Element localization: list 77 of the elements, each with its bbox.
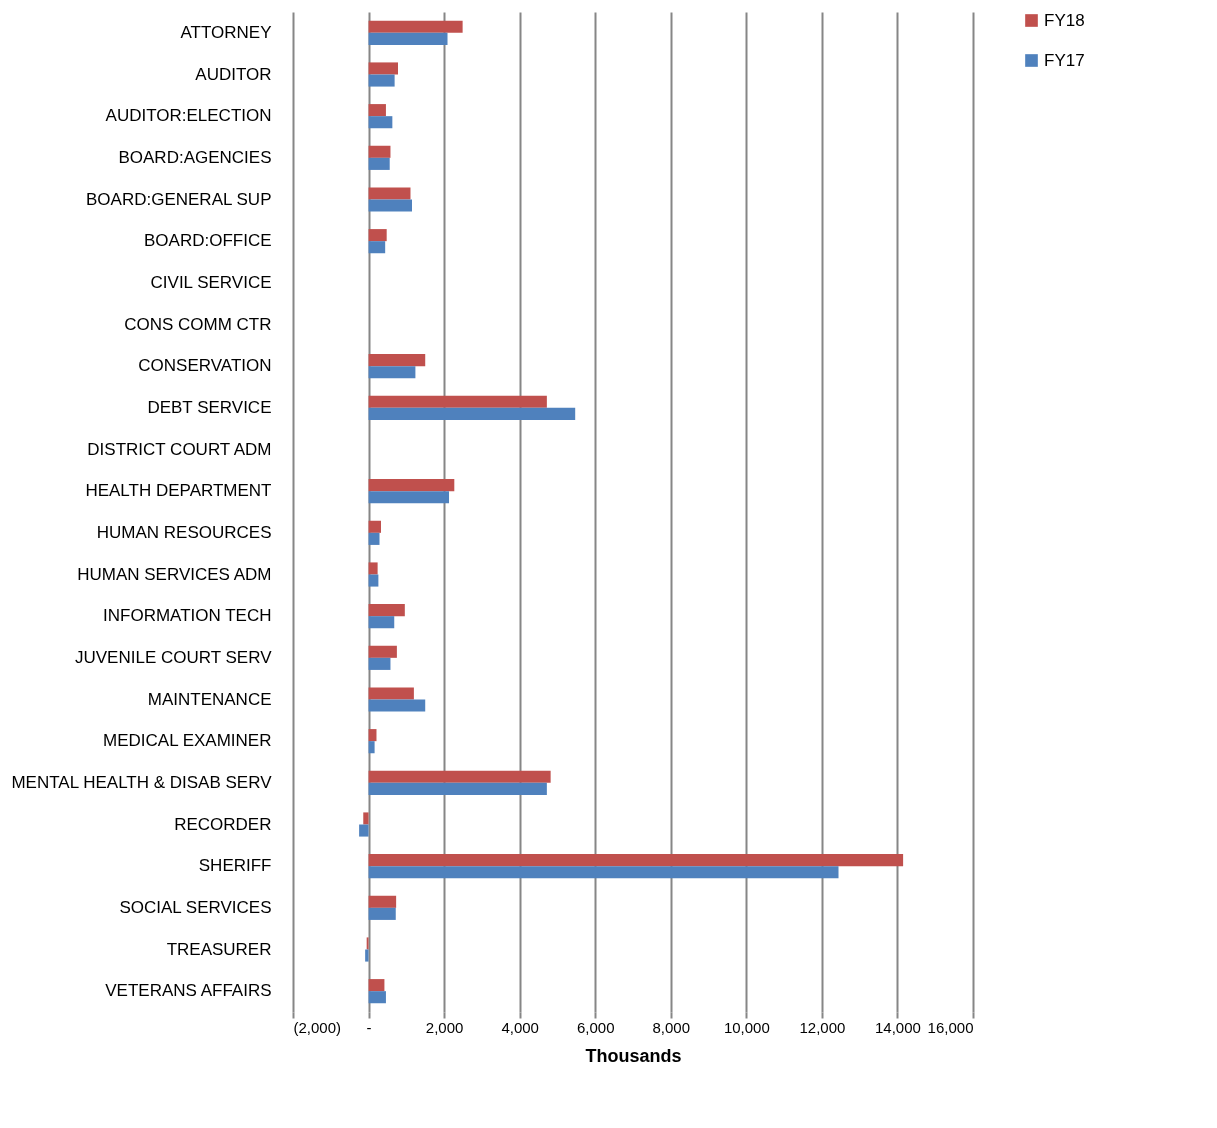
bar bbox=[368, 687, 414, 700]
bar bbox=[359, 824, 369, 837]
y-tick-label: DEBT SERVICE bbox=[147, 397, 272, 417]
bar bbox=[368, 199, 412, 212]
bar bbox=[368, 20, 463, 33]
x-tick-label: 2,000 bbox=[425, 1018, 464, 1036]
y-tick-label: MENTAL HEALTH & DISAB SERV bbox=[11, 772, 273, 792]
bar bbox=[368, 479, 455, 492]
bar bbox=[368, 116, 393, 129]
y-tick-label: MEDICAL EXAMINER bbox=[103, 731, 272, 751]
bar bbox=[368, 866, 839, 879]
bar bbox=[368, 741, 375, 754]
x-tick-label: (2,000) bbox=[293, 1018, 342, 1036]
y-tick-label: CONSERVATION bbox=[138, 356, 272, 376]
x-tick-label: 14,000 bbox=[875, 1018, 921, 1036]
x-tick-label: 8,000 bbox=[652, 1018, 691, 1036]
bar bbox=[365, 949, 369, 962]
x-tick-label: 12,000 bbox=[799, 1018, 846, 1036]
y-tick-label: SOCIAL SERVICES bbox=[119, 897, 272, 917]
y-tick-label: BOARD:AGENCIES bbox=[118, 147, 272, 167]
bar bbox=[368, 104, 386, 117]
bar bbox=[368, 574, 379, 587]
y-tick-label: AUDITOR:ELECTION bbox=[105, 106, 272, 126]
bar bbox=[368, 157, 390, 170]
legend-label: FY17 bbox=[1044, 50, 1085, 70]
x-tick-label: 4,000 bbox=[501, 1018, 539, 1036]
bar bbox=[368, 407, 576, 420]
bar bbox=[368, 699, 426, 712]
bar bbox=[368, 241, 386, 254]
bar bbox=[368, 616, 395, 629]
y-tick-label: HUMAN SERVICES ADM bbox=[77, 564, 272, 584]
y-tick-label: BOARD:OFFICE bbox=[143, 231, 272, 251]
bar bbox=[368, 532, 380, 545]
y-tick-label: DISTRICT COURT ADM bbox=[87, 439, 272, 459]
y-tick-label: ATTORNEY bbox=[180, 22, 272, 42]
bar bbox=[368, 62, 399, 75]
y-tick-label: CONS COMM CTR bbox=[124, 314, 272, 334]
bar bbox=[368, 562, 378, 575]
bar bbox=[368, 32, 448, 45]
bar bbox=[368, 145, 391, 158]
y-tick-label: JUVENILE COURT SERV bbox=[74, 647, 273, 667]
x-tick-label: 10,000 bbox=[723, 1018, 770, 1036]
y-tick-label: HUMAN RESOURCES bbox=[96, 522, 272, 542]
bar bbox=[368, 854, 904, 867]
bar bbox=[368, 229, 387, 242]
bar bbox=[368, 782, 547, 795]
y-tick-label: VETERANS AFFAIRS bbox=[105, 981, 272, 1001]
bar bbox=[368, 895, 397, 908]
x-tick-label: 6,000 bbox=[576, 1018, 615, 1036]
bar bbox=[368, 991, 386, 1004]
bar bbox=[368, 354, 426, 367]
x-tick-label: - bbox=[366, 1018, 372, 1036]
bar bbox=[363, 812, 369, 825]
bar bbox=[368, 907, 396, 920]
bar bbox=[368, 187, 411, 200]
bar bbox=[368, 657, 391, 670]
bar bbox=[368, 520, 382, 533]
y-tick-label: TREASURER bbox=[166, 939, 272, 959]
y-tick-label: CIVIL SERVICE bbox=[150, 272, 272, 292]
bar bbox=[368, 366, 416, 379]
bar bbox=[368, 770, 551, 783]
bar bbox=[368, 491, 450, 504]
y-tick-label: INFORMATION TECH bbox=[103, 606, 272, 626]
x-axis-title: Thousands bbox=[585, 1045, 682, 1066]
y-tick-label: MAINTENANCE bbox=[147, 689, 272, 709]
legend-label: FY18 bbox=[1044, 10, 1085, 30]
y-tick-label: HEALTH DEPARTMENT bbox=[85, 481, 272, 501]
y-tick-label: SHERIFF bbox=[198, 856, 272, 876]
bar bbox=[368, 645, 397, 658]
y-tick-label: RECORDER bbox=[174, 814, 272, 834]
y-tick-label: BOARD:GENERAL SUP bbox=[86, 189, 272, 209]
bar bbox=[368, 395, 547, 408]
bar bbox=[368, 74, 395, 87]
y-tick-label: AUDITOR bbox=[195, 64, 272, 84]
bar bbox=[368, 979, 385, 992]
bar bbox=[368, 604, 405, 617]
x-tick-label: 16,000 bbox=[927, 1018, 974, 1036]
